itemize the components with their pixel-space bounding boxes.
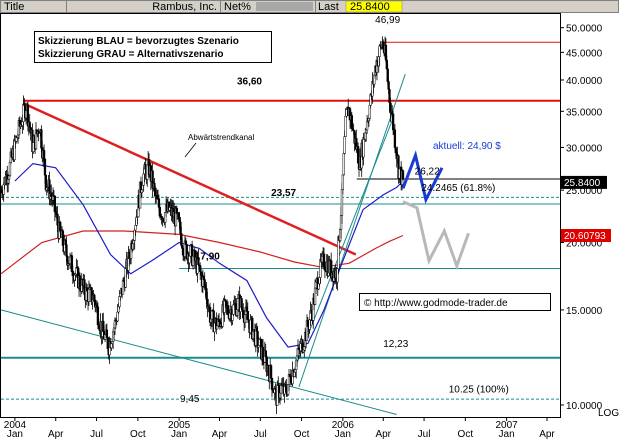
scenario-alt-line <box>402 200 470 271</box>
price-candle <box>32 142 35 152</box>
x-year-label: 2004 <box>4 420 27 431</box>
website-text: © http://www.godmode-trader.de <box>364 298 508 309</box>
channel-pointer <box>184 142 197 158</box>
header-bar: Title Rambus, Inc. Net% Last 25.8400 <box>0 0 619 13</box>
level-label: 26,22 <box>415 167 440 178</box>
legend-box <box>34 31 272 63</box>
y-tick-label: 10.0000 <box>566 401 603 412</box>
x-month-label: Jul <box>418 429 431 440</box>
price-candle <box>42 150 46 160</box>
trendline <box>22 102 357 256</box>
level-label: 12,23 <box>383 339 408 350</box>
x-year-label: 2005 <box>168 420 191 431</box>
net-label: Net% <box>224 1 251 13</box>
current-price-label: 25.8400 <box>564 178 601 189</box>
scenario-legend: Skizzierung BLAU = bevorzugtes Szenario … <box>34 31 272 63</box>
price-candle <box>391 113 395 131</box>
ma-long-line <box>0 230 404 275</box>
symbol-name: Rambus, Inc. <box>152 1 217 13</box>
alt-price-box: 20.60793 <box>561 229 611 242</box>
fib-label: 24.2465 (61.8%) <box>421 183 495 194</box>
fib-label: 10.25 (100%) <box>449 384 509 395</box>
trendline <box>0 309 397 416</box>
price-series <box>0 36 405 414</box>
x-month-label: Oct <box>294 429 310 440</box>
legend-line-grey: Skizzierung GRAU = Alternativszenario <box>38 49 224 60</box>
x-month-label: Apr <box>48 429 64 440</box>
x-month-label: Jul <box>90 429 103 440</box>
x-month-label: Apr <box>375 429 391 440</box>
scenario-sketches <box>401 150 470 271</box>
alt-price-label: 20.60793 <box>564 231 606 242</box>
alt-price-box-bg <box>561 229 611 242</box>
price-candle <box>87 288 91 302</box>
channel-label: Abwärtstrendkanal <box>188 133 254 142</box>
price-candle <box>401 170 405 180</box>
last-value: 25.8400 <box>350 1 390 13</box>
level-label: 36,60 <box>237 77 262 88</box>
last-label: Last <box>318 1 339 13</box>
x-month-label: Jul <box>254 429 267 440</box>
level-label: 46,99 <box>375 15 400 26</box>
x-month-label: Jan <box>171 429 187 440</box>
current-price-box: 25.8400 <box>561 175 607 189</box>
website-box: © http://www.godmode-trader.de <box>359 293 551 311</box>
trendline <box>298 74 406 388</box>
price-candle <box>341 174 345 190</box>
y-tick-label: 40.0000 <box>566 76 603 87</box>
level-labels: 36,60 23,57 17,90 12,23 46,99 26,22 24.2465 (6… <box>195 15 509 395</box>
current-note: aktuell: 24,90 $ <box>433 141 501 152</box>
x-month-label: Jan <box>499 429 515 440</box>
x-month-label: Oct <box>458 429 474 440</box>
price-candle <box>362 137 365 158</box>
y-tick-label: 20.0000 <box>566 238 603 249</box>
price-candle <box>393 129 397 148</box>
x-month-label: Jan <box>335 429 351 440</box>
price-candle <box>232 304 235 315</box>
price-candle <box>65 244 68 257</box>
price-candle <box>342 153 345 176</box>
price-candle <box>269 365 273 379</box>
price-candle <box>146 164 149 180</box>
ma-short-line <box>14 162 404 348</box>
y-axis: 10.0000 15.0000 20.0000 25.0000 30.0000 35.00… <box>560 24 603 412</box>
level-lines <box>1 41 560 400</box>
price-candle <box>344 115 347 137</box>
x-year-label: 2007 <box>495 420 518 431</box>
y-tick-label: 30.0000 <box>566 143 603 154</box>
low-label: 9,45 <box>180 394 200 405</box>
x-axis: Jan Apr Jul Oct Jan Apr Jul Oct Jan Apr Jul Oct Jan A… <box>4 417 555 440</box>
price-candle <box>343 136 346 154</box>
level-label: 17,90 <box>195 251 220 262</box>
level-label: 23,57 <box>271 188 296 199</box>
moving-averages <box>0 162 404 348</box>
x-month-label: Apr <box>212 429 228 440</box>
y-tick-label: 35.0000 <box>566 107 603 118</box>
y-tick-label: 50.0000 <box>566 24 603 35</box>
log-scale-label: LOG <box>598 408 619 419</box>
last-value-box <box>345 0 403 13</box>
price-candle <box>140 189 144 193</box>
net-value-field <box>256 2 313 11</box>
scenario-main-line <box>401 150 444 205</box>
current-price-box-bg <box>561 175 607 189</box>
x-month-label: Apr <box>539 429 555 440</box>
y-tick-label: 45.0000 <box>566 48 603 59</box>
price-candle <box>43 158 47 176</box>
x-month-label: Jan <box>7 429 23 440</box>
y-tick-label: 15.0000 <box>566 306 603 317</box>
title-label: Title <box>4 1 24 13</box>
price-candle <box>345 109 348 117</box>
x-year-label: 2006 <box>332 420 355 431</box>
x-month-label: Oct <box>130 429 146 440</box>
y-tick-label: 25.0000 <box>566 186 603 197</box>
price-candle <box>247 319 250 323</box>
plot-frame <box>0 13 561 418</box>
website-frame <box>359 293 551 311</box>
legend-line-blue: Skizzierung BLAU = bevorzugtes Szenario <box>38 36 239 47</box>
price-candle <box>236 298 240 310</box>
